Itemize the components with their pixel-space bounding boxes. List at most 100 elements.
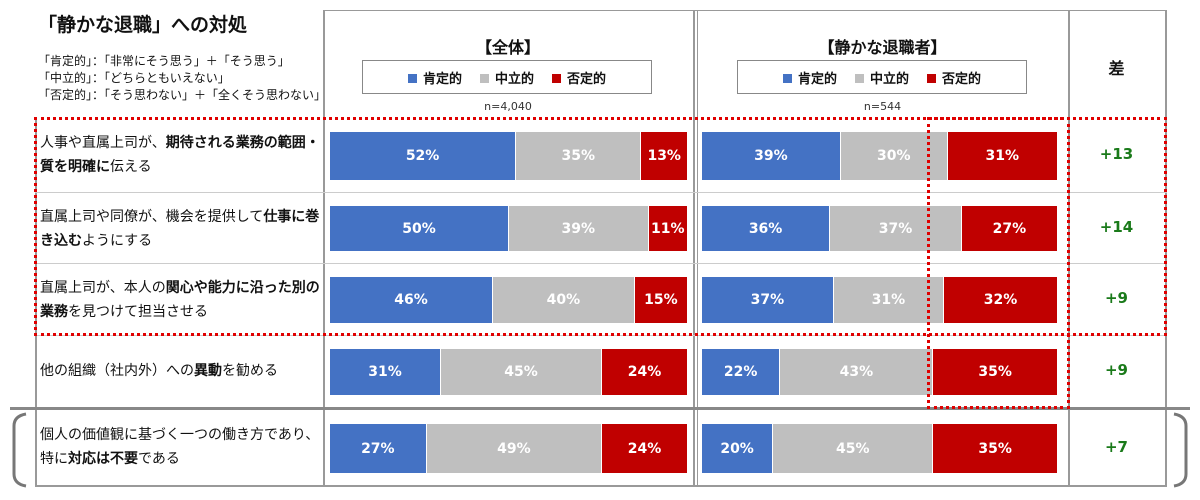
bar-segment-neutral: 45%	[773, 424, 934, 473]
bar-segment-neutral: 49%	[426, 424, 603, 473]
legend: 肯定的 中立的 否定的	[362, 60, 652, 94]
bar-segment-negative: 24%	[602, 349, 688, 395]
divider	[323, 10, 1167, 11]
legend: 肯定的 中立的 否定的	[737, 60, 1027, 94]
category-label-segment: 直属上司や同僚が、機会を提供して	[40, 209, 264, 225]
bar-segment-neutral: 31%	[833, 277, 945, 323]
diff-value: +7	[1104, 437, 1128, 456]
bar-segment-neutral: 37%	[830, 206, 962, 251]
legend-negative: 否定的	[552, 68, 606, 87]
diff-value: +14	[1099, 217, 1134, 236]
diff-value: +9	[1104, 361, 1128, 379]
divider	[697, 10, 698, 486]
data-label: 13%	[647, 148, 681, 164]
category-label-segment: を見つけて担当させる	[68, 304, 208, 320]
category-label-segment: である	[138, 451, 180, 467]
highlight-box-negative	[927, 117, 1070, 409]
section-divider	[10, 407, 1190, 410]
data-label: 15%	[644, 292, 678, 308]
data-label: 30%	[876, 148, 911, 164]
divider	[693, 10, 695, 486]
bar-segment-negative: 27%	[961, 206, 1058, 251]
bar-segment-neutral: 43%	[780, 349, 934, 395]
bar-segment-positive: 46%	[330, 277, 494, 323]
bar-segment-positive: 27%	[330, 424, 427, 473]
data-label: 31%	[368, 364, 402, 380]
bar-segment-negative: 13%	[641, 132, 688, 180]
row-divider	[35, 263, 1167, 264]
data-label: 27%	[992, 220, 1027, 237]
category-label-segment: 個人の価値観に基づく一つの働き方であり、特に	[40, 427, 320, 467]
category-label-segment: 期待される業務の範囲・質を明確に	[40, 135, 320, 175]
data-label: 43%	[839, 364, 874, 380]
legend-positive: 肯定的	[782, 68, 837, 87]
data-label: 20%	[720, 440, 754, 457]
data-label: 35%	[978, 440, 1012, 457]
bar-segment-negative: 32%	[944, 277, 1058, 323]
data-label: 37%	[878, 220, 913, 237]
data-label: 37%	[750, 292, 785, 308]
definition-positive: 「肯定的」：「非常にそう思う」＋「そう思う」	[38, 54, 290, 68]
sample-size-all: n=4,040	[484, 100, 532, 113]
category-label-segment: 異動	[194, 363, 222, 379]
bar-segment-positive: 22%	[702, 349, 781, 395]
data-label: 32%	[983, 292, 1018, 308]
category-label: 直属上司や同僚が、機会を提供して仕事に巻き込むようにする	[40, 205, 322, 253]
category-label-segment: 直属上司が、本人の	[40, 280, 166, 296]
bar-segment-neutral: 35%	[516, 132, 642, 180]
data-label: 35%	[561, 148, 596, 164]
data-label: 36%	[748, 220, 783, 237]
data-label: 35%	[978, 364, 1012, 380]
data-label: 49%	[497, 440, 531, 457]
bar-segment-negative: 24%	[602, 424, 688, 473]
category-label-segment: ようにする	[82, 233, 153, 249]
legend-negative: 否定的	[927, 68, 981, 87]
data-label: 40%	[546, 292, 581, 308]
diff-value: +13	[1099, 145, 1134, 163]
data-label: 27%	[361, 440, 395, 457]
definition-negative: 「否定的」：「そう思わない」＋「全くそう思わない」	[38, 88, 327, 102]
bar-segment-positive: 39%	[702, 132, 841, 180]
row-divider	[35, 192, 1167, 193]
data-label: 52%	[405, 148, 440, 164]
bar-segment-positive: 20%	[702, 424, 774, 473]
data-label: 22%	[723, 364, 758, 380]
data-label: 39%	[754, 148, 788, 164]
bar-segment-neutral: 39%	[509, 206, 649, 251]
legend-positive: 肯定的	[407, 68, 462, 87]
category-label: 個人の価値観に基づく一つの働き方であり、特に対応は不要である	[40, 423, 322, 471]
data-label: 24%	[627, 364, 662, 380]
data-label: 45%	[504, 364, 538, 380]
bar-segment-negative: 35%	[933, 349, 1058, 395]
panel-title-quiet-quitters: 【静かな退職者】	[818, 38, 947, 57]
bar-segment-negative: 31%	[947, 132, 1058, 180]
data-label: 45%	[836, 440, 870, 457]
bar-segment-neutral: 45%	[440, 349, 603, 395]
bar-segment-negative: 15%	[634, 277, 688, 323]
divider	[323, 10, 325, 486]
category-label-segment: 人事や直属上司が、	[40, 135, 166, 151]
data-label: 31%	[985, 148, 1020, 164]
bar-segment-negative: 35%	[933, 424, 1058, 473]
category-label: 直属上司が、本人の関心や能力に沿った別の業務を見つけて担当させる	[40, 276, 322, 324]
bar-segment-neutral: 40%	[493, 277, 635, 323]
data-label: 31%	[871, 292, 906, 308]
bar-segment-positive: 50%	[330, 206, 509, 251]
panel-title-all: 【全体】	[475, 38, 540, 57]
category-label-segment: 仕事に巻き込む	[40, 209, 320, 249]
data-label: 11%	[651, 220, 685, 237]
bar-segment-positive: 37%	[702, 277, 834, 323]
bar-segment-positive: 31%	[330, 349, 441, 395]
diff-header: 差	[1108, 59, 1125, 78]
category-label-segment: 対応は不要	[68, 451, 138, 467]
bar-segment-negative: 11%	[648, 206, 688, 251]
chart-title: 「静かな退職」への対処	[38, 14, 248, 36]
legend-neutral: 中立的	[479, 68, 534, 87]
data-label: 50%	[402, 220, 436, 237]
legend-neutral: 中立的	[854, 68, 909, 87]
sample-size-quiet-quitters: n=544	[863, 100, 902, 113]
bar-segment-positive: 36%	[702, 206, 831, 251]
category-label-segment: 他の組織（社内外）への	[40, 363, 194, 379]
category-label: 他の組織（社内外）への異動を勧める	[40, 359, 322, 383]
definition-neutral: 「中立的」：「どちらともいえない」	[38, 71, 230, 85]
